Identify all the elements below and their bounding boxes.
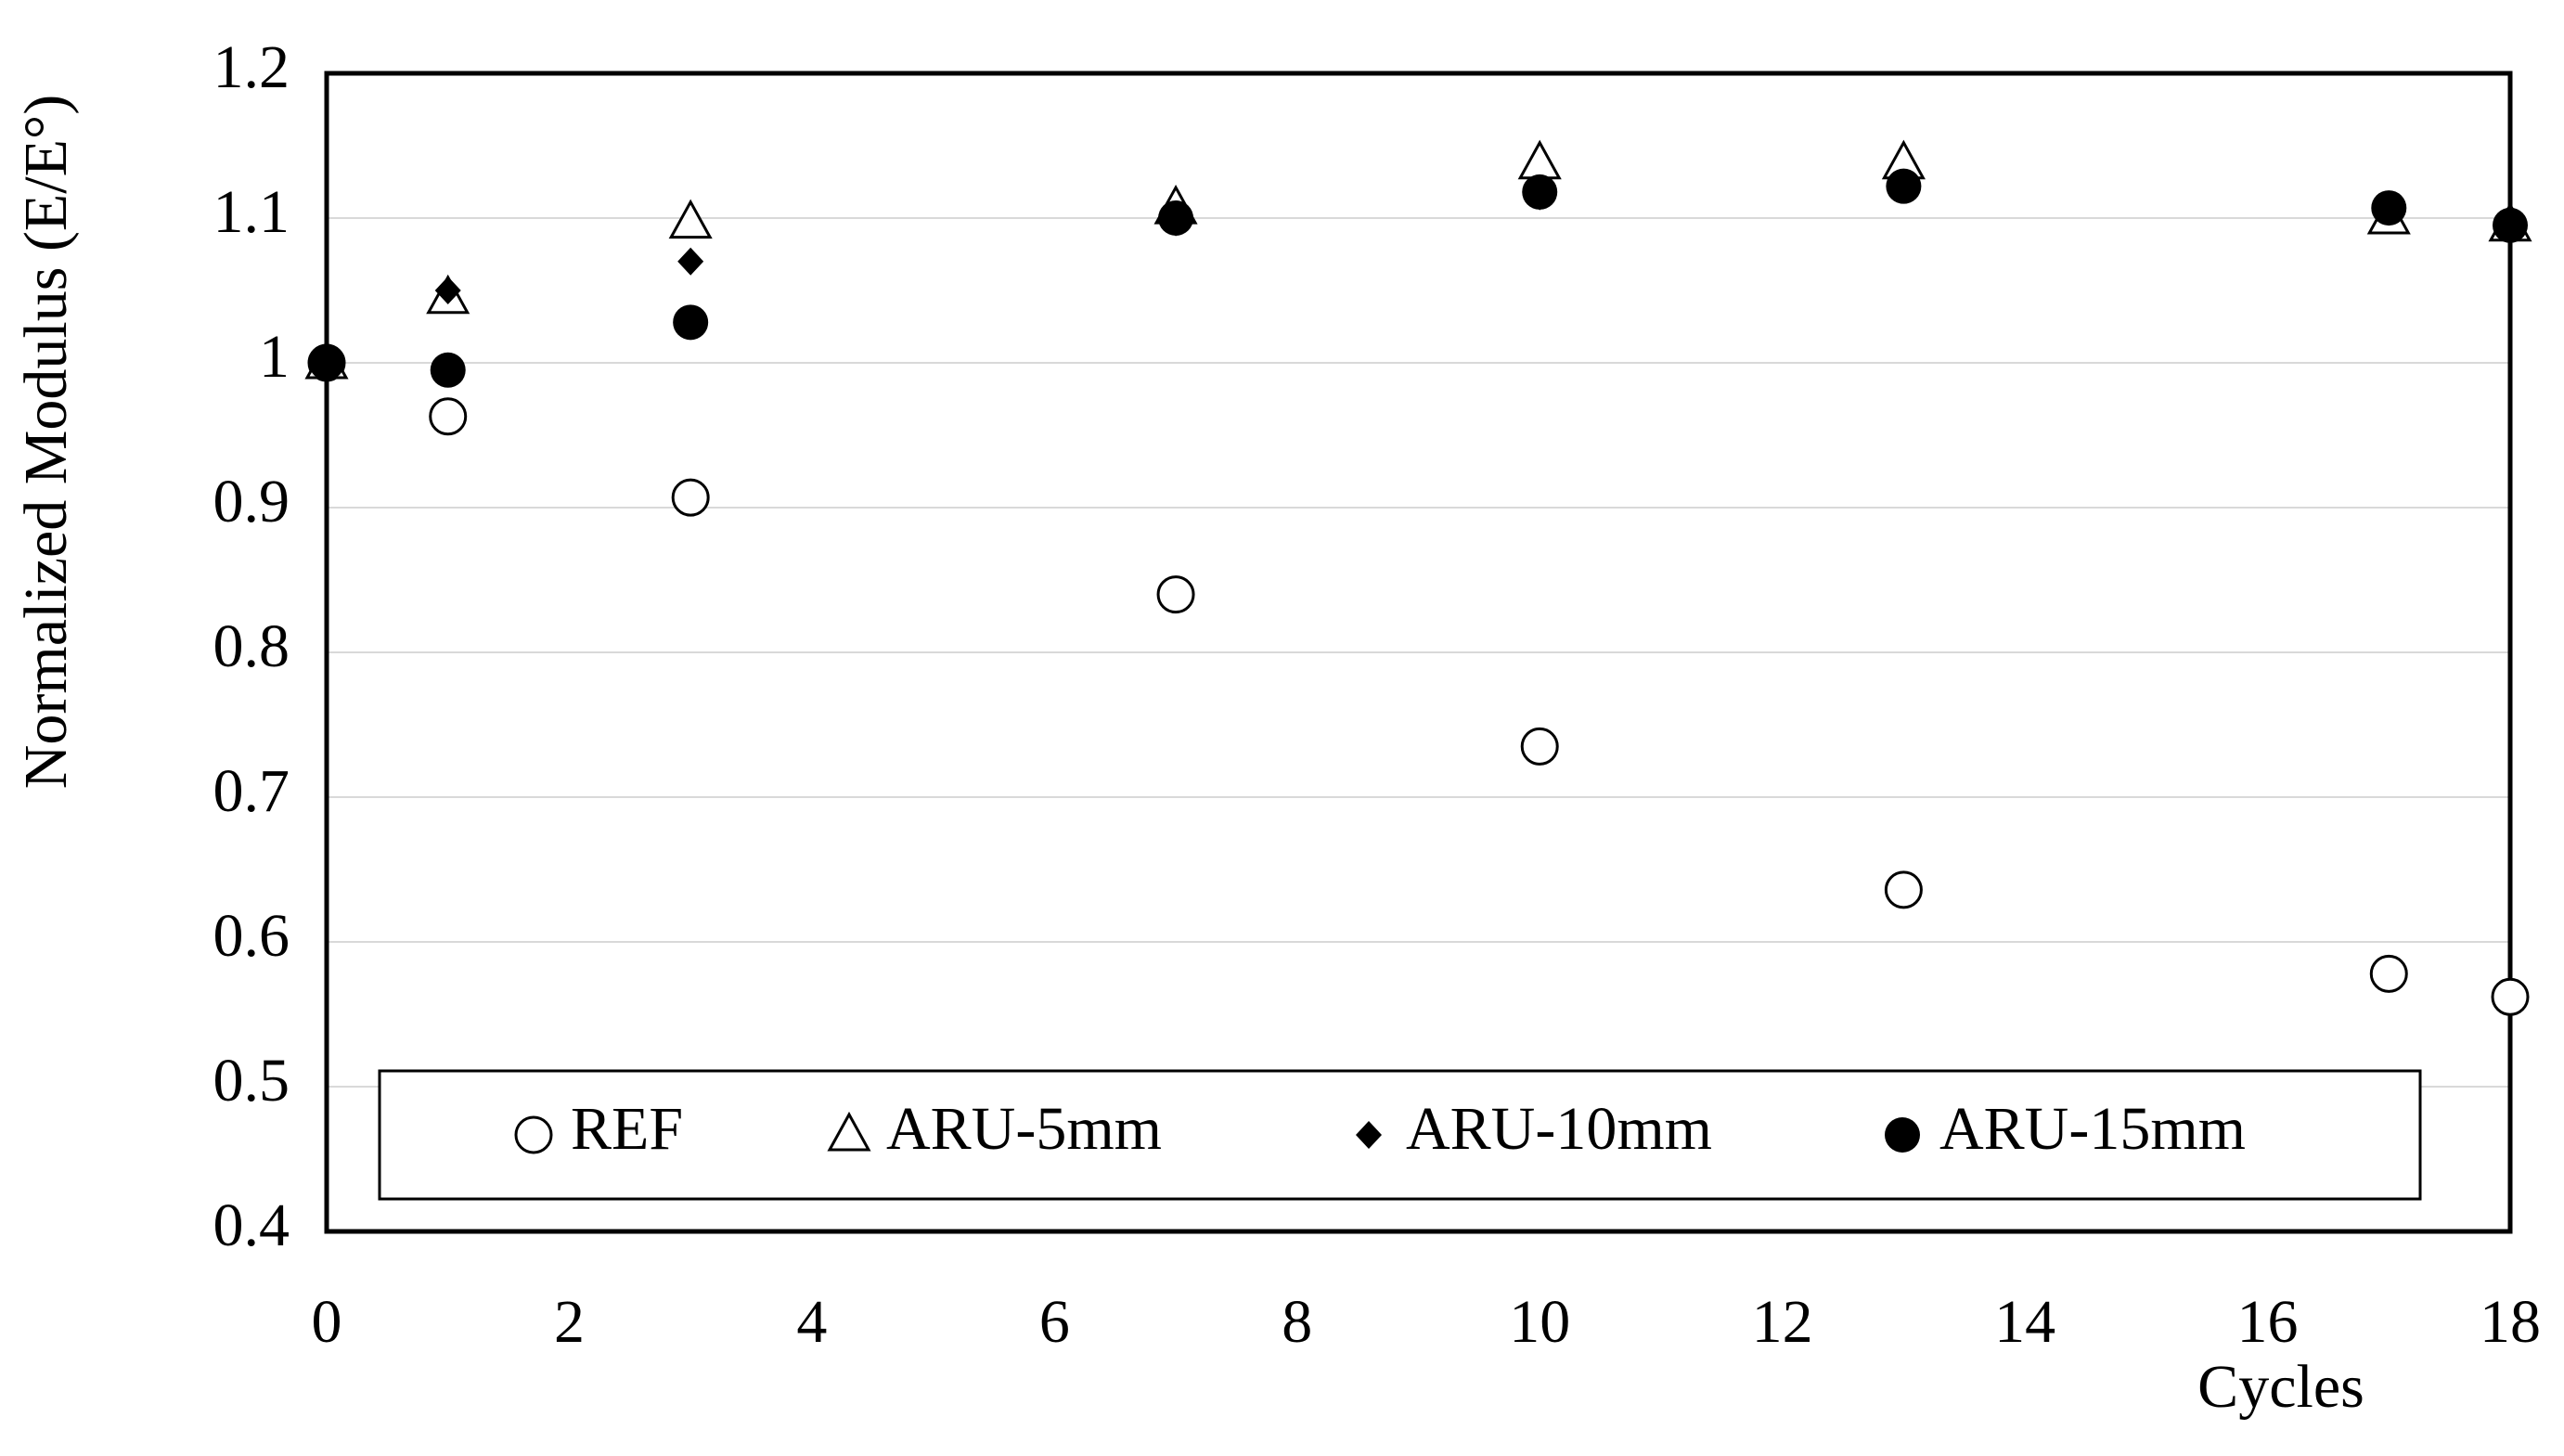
y-tick-label: 0.9 bbox=[213, 468, 290, 535]
y-tick-label: 0.4 bbox=[213, 1192, 290, 1259]
y-tick-label: 1 bbox=[259, 323, 290, 391]
x-tick-label: 0 bbox=[312, 1288, 342, 1356]
x-tick-label: 6 bbox=[1039, 1288, 1070, 1356]
marker bbox=[2493, 207, 2528, 243]
marker bbox=[1520, 727, 1559, 766]
marker bbox=[677, 247, 704, 276]
x-tick-label: 16 bbox=[2237, 1288, 2299, 1356]
marker bbox=[1156, 575, 1195, 614]
marker bbox=[2369, 954, 2408, 993]
marker bbox=[1522, 174, 1558, 210]
legend-marker bbox=[827, 1111, 871, 1152]
marker bbox=[2371, 190, 2407, 226]
x-tick-label: 4 bbox=[796, 1288, 827, 1356]
y-tick-label: 1.2 bbox=[213, 33, 290, 101]
marker bbox=[1884, 870, 1923, 909]
marker bbox=[1886, 168, 1922, 204]
marker bbox=[1158, 200, 1194, 236]
marker bbox=[668, 199, 713, 239]
marker bbox=[430, 352, 466, 388]
legend-label: ARU-10mm bbox=[1406, 1095, 1712, 1163]
y-tick-label: 0.5 bbox=[213, 1047, 290, 1115]
marker bbox=[1517, 139, 1562, 180]
y-tick-label: 0.6 bbox=[213, 902, 290, 970]
y-tick-label: 0.8 bbox=[213, 612, 290, 680]
x-axis-label: Cycles bbox=[2197, 1353, 2364, 1421]
marker bbox=[309, 345, 344, 380]
legend-label: ARU-15mm bbox=[1939, 1095, 2246, 1163]
x-tick-label: 8 bbox=[1282, 1288, 1312, 1356]
legend-marker bbox=[514, 1115, 553, 1154]
x-tick-label: 18 bbox=[2480, 1288, 2541, 1356]
marker bbox=[2491, 977, 2530, 1016]
y-axis-label: Normalized Modulus (E/E°) bbox=[12, 95, 80, 790]
marker bbox=[434, 277, 461, 304]
x-tick-label: 2 bbox=[554, 1288, 585, 1356]
legend-marker bbox=[1356, 1121, 1382, 1149]
marker bbox=[429, 397, 468, 436]
x-tick-label: 14 bbox=[1994, 1288, 2055, 1356]
x-tick-label: 10 bbox=[1509, 1288, 1570, 1356]
legend-label: REF bbox=[571, 1095, 683, 1163]
marker bbox=[673, 304, 709, 341]
y-tick-label: 1.1 bbox=[213, 178, 290, 246]
legend-label: ARU-5mm bbox=[886, 1095, 1162, 1163]
x-tick-label: 12 bbox=[1752, 1288, 1813, 1356]
marker bbox=[671, 478, 710, 517]
plot-frame bbox=[324, 71, 2513, 1234]
y-tick-label: 0.7 bbox=[213, 757, 290, 825]
legend-marker bbox=[1885, 1117, 1920, 1153]
legend-box bbox=[378, 1069, 2422, 1201]
